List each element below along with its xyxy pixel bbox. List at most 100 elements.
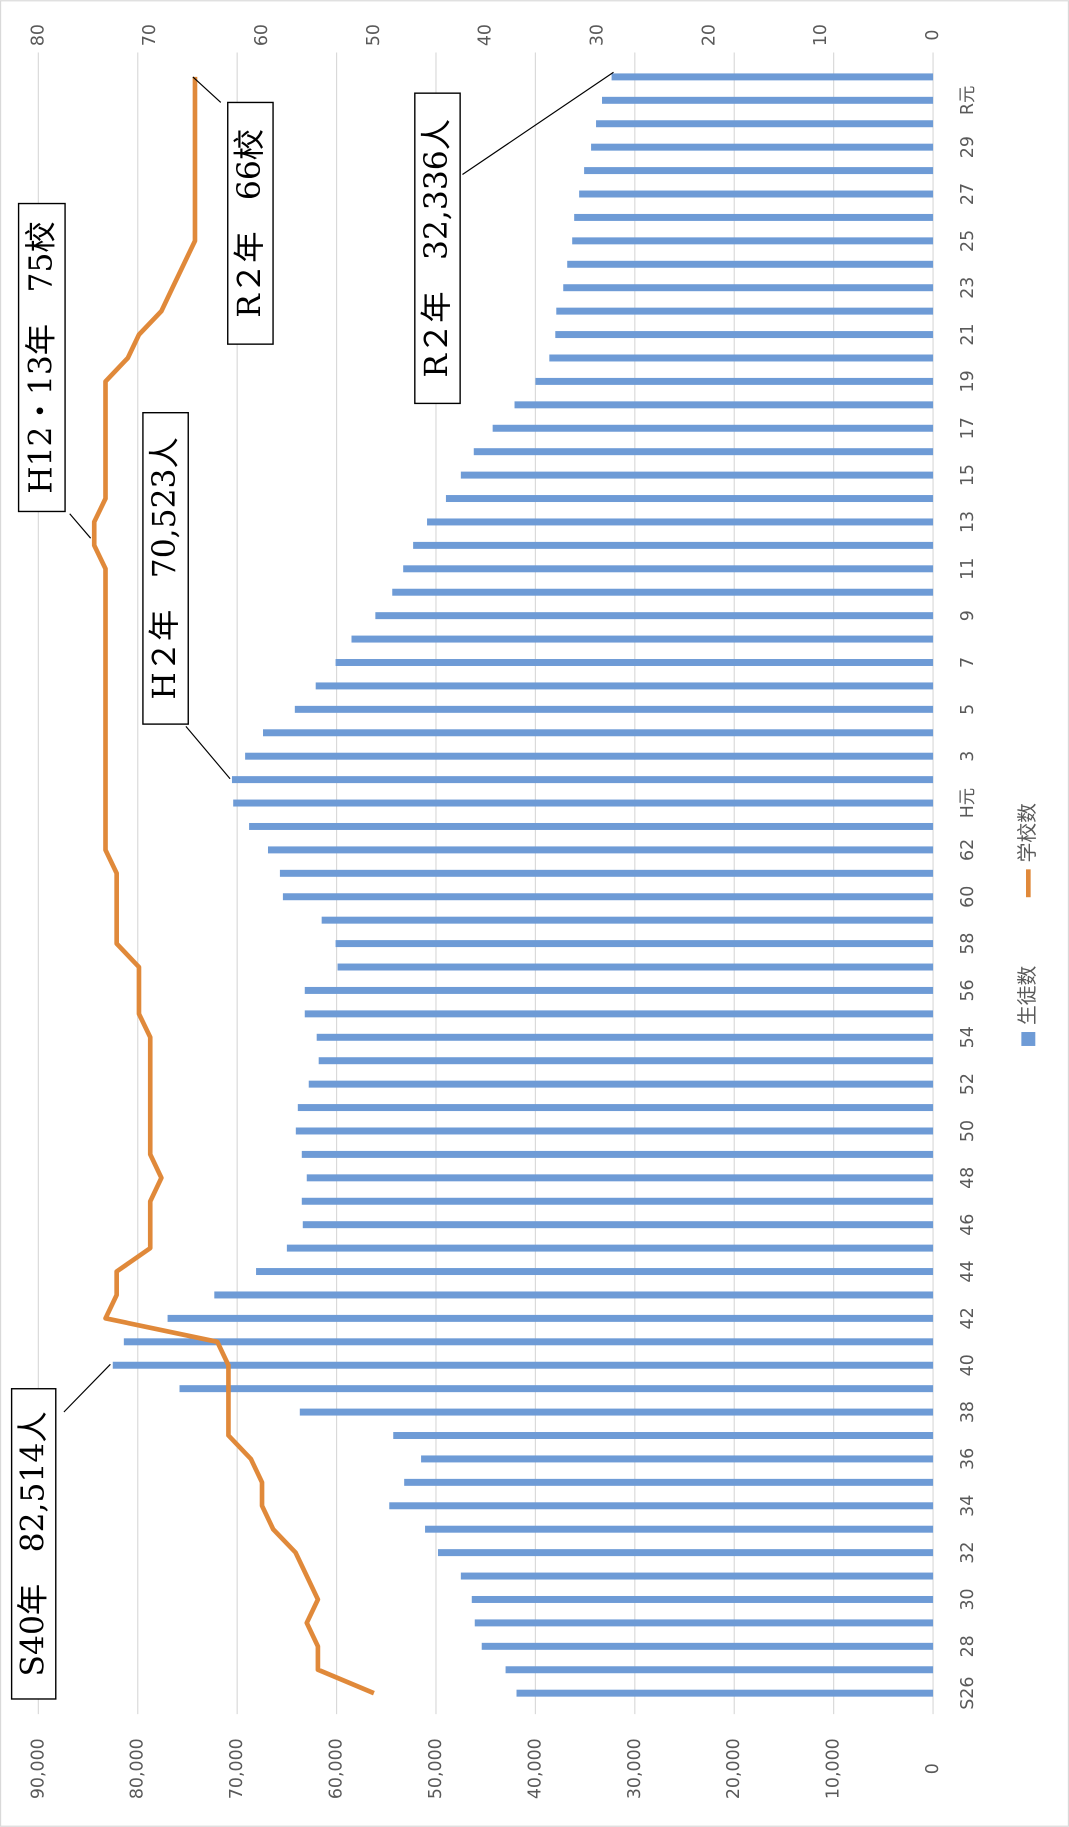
bar [514,401,934,409]
bar [306,1174,934,1182]
y-tick-label: 80,000 [128,1738,148,1799]
bar [437,1549,934,1557]
y-tick-label: 0 [923,1763,943,1774]
bar [474,1619,934,1627]
bar [302,1221,934,1229]
x-tick-label: 30 [958,1588,978,1610]
bar [282,893,934,901]
y-tick-label: 50,000 [426,1738,446,1799]
bar [315,682,934,690]
bar [591,143,934,151]
y-tick-label: 30,000 [625,1738,645,1799]
annotation-leader [462,71,614,175]
bar [473,448,934,456]
bar [460,1572,934,1580]
bar [471,1595,934,1603]
bar [584,167,934,175]
bar [304,1010,934,1018]
bar [555,331,934,339]
x-tick-label: 54 [958,1026,978,1048]
x-tick-label: 40 [958,1354,978,1376]
x-tick-label: 15 [958,464,978,486]
x-tick-label: 62 [958,839,978,861]
bar [316,1033,934,1041]
y-tick-label: 70,000 [227,1738,247,1799]
y2-tick-label: 20 [699,24,719,46]
y-tick-label: 20,000 [724,1738,744,1799]
bar [492,424,934,432]
bar [167,1314,934,1322]
bar [214,1291,934,1299]
x-tick-label: 48 [958,1167,978,1189]
x-tick-label: 44 [958,1260,978,1282]
x-tick-label: 46 [958,1214,978,1236]
bar [123,1338,934,1346]
x-tick-label: 13 [958,511,978,533]
y2-tick-label: 10 [811,24,831,46]
bar [535,377,934,385]
bar [516,1689,934,1697]
x-tick-label: 50 [958,1120,978,1142]
bar [335,659,934,666]
bar [299,1408,934,1416]
annotation-box [17,202,66,513]
x-tick-label: S26 [958,1677,978,1710]
x-tick-label: 36 [958,1448,978,1470]
x-tick-label: 23 [958,277,978,299]
x-tick-label: 38 [958,1401,978,1423]
bar [445,495,934,503]
bar [321,916,934,924]
annotation: R２年 32,336人 [419,119,455,378]
bar [549,354,934,362]
y-tick-label: 60,000 [327,1738,347,1799]
x-tick-label: 7 [958,657,978,668]
bar [267,846,934,854]
x-tick-label: R元 [958,86,978,116]
bar [602,96,934,104]
bar [393,1432,934,1439]
y2-tick-label: 30 [588,24,608,46]
bar [337,963,934,971]
bar [375,612,934,620]
y2-tick-label: 70 [140,24,160,46]
x-tick-label: 52 [958,1073,978,1095]
x-tick-label: 9 [958,610,978,621]
bar [574,213,934,221]
annotation: S40年 82,514人 [15,1411,51,1676]
x-tick-label: 56 [958,979,978,1001]
x-tick-label: 5 [958,704,978,715]
x-tick-label: 32 [958,1542,978,1564]
bar [351,635,934,643]
x-tick-label: 58 [958,933,978,955]
annotation-box [142,411,189,725]
bar [505,1666,934,1674]
line [91,76,375,1696]
bar [335,940,934,948]
annotation: R２年 66校 [232,129,268,318]
bar [389,1502,934,1510]
annotation: H12・13年 75校 [23,221,59,494]
bar [301,1197,934,1205]
annotation-box [414,92,461,405]
y2-tick-label: 60 [252,24,272,46]
legend-label: 学校数 [1016,803,1039,863]
bar [579,190,934,198]
annotation-leader [63,1363,111,1413]
y-tick-label: 40,000 [525,1738,545,1799]
bar [245,752,934,760]
legend-label: 生徒数 [1016,966,1039,1026]
x-tick-label: 27 [958,183,978,205]
bar [427,518,934,526]
annotation-box [227,101,274,345]
x-tick-label: 17 [958,417,978,439]
y-tick-label: 90,000 [28,1738,48,1799]
bar [286,1244,934,1252]
bar [308,1080,934,1088]
x-tick-label: H元 [958,788,978,819]
annotation-leader [192,76,222,103]
bar [403,565,934,573]
bar [256,1268,934,1276]
y-tick-label: 10,000 [824,1738,844,1799]
bar [233,799,934,807]
